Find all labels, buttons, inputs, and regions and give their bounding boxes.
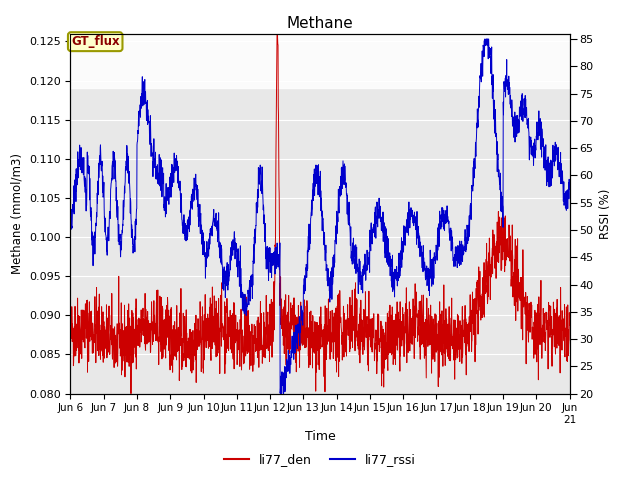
Legend: li77_den, li77_rssi: li77_den, li77_rssi [219, 448, 421, 471]
Bar [70, 34, 570, 88]
Y-axis label: RSSI (%): RSSI (%) [599, 189, 612, 239]
Title: Methane: Methane [287, 16, 353, 31]
Y-axis label: Methane (mmol/m3): Methane (mmol/m3) [10, 153, 24, 274]
Text: GT_flux: GT_flux [71, 35, 120, 48]
X-axis label: Time: Time [305, 431, 335, 444]
